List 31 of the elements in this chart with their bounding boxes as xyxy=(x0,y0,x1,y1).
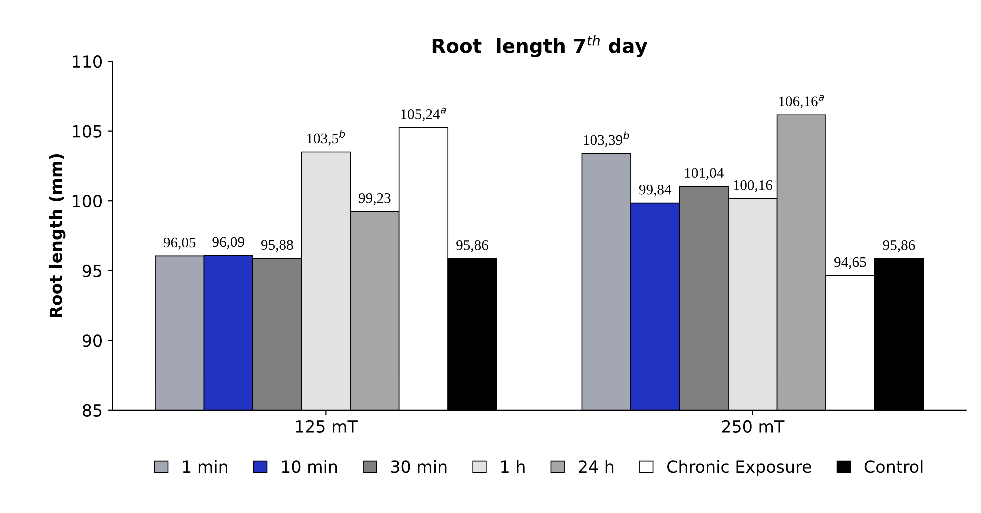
data-label: 94,65 xyxy=(834,257,866,270)
data-label: 100,16 xyxy=(734,180,773,192)
data-label: 96,09 xyxy=(212,237,244,250)
legend-label: Chronic Exposure xyxy=(668,460,812,476)
y-tick-label: 90 xyxy=(82,334,102,348)
y-tick-label: 110 xyxy=(73,56,102,68)
data-label: 95,86 xyxy=(456,240,488,252)
y-tick-label: 95 xyxy=(82,264,102,278)
data-label: 99,84 xyxy=(639,184,672,197)
data-label: 95,86 xyxy=(883,240,916,252)
legend-label: Control xyxy=(864,460,923,474)
data-label: 103,5$^{b}$ xyxy=(307,130,346,146)
chart-title: Root length 7$^{th}$ day xyxy=(432,35,648,58)
legend-label: 10 min xyxy=(282,460,338,474)
data-label: 95,88 xyxy=(261,240,294,252)
y-axis-title: Root length (mm) xyxy=(49,154,66,318)
y-tick-label: 100 xyxy=(73,195,102,208)
y-tick-label: 105 xyxy=(73,125,102,138)
data-label: 101,04 xyxy=(685,168,724,180)
legend-label: 24 h xyxy=(579,460,614,473)
legend-label: 30 min xyxy=(391,460,447,474)
data-label: 96,05 xyxy=(164,238,196,250)
data-label: 105,24$^{a}$ xyxy=(402,108,446,122)
data-label: 103,39$^{b}$ xyxy=(584,132,630,148)
legend-label: 1 min xyxy=(183,460,228,473)
data-label: 99,23 xyxy=(359,193,391,206)
legend-label: 1 h xyxy=(502,460,525,473)
x-tick-label: 125 mT xyxy=(296,420,358,434)
data-label: 106,16$^{a}$ xyxy=(779,95,824,109)
y-tick-label: 85 xyxy=(83,404,102,417)
x-tick-label: 250 mT xyxy=(722,420,785,434)
